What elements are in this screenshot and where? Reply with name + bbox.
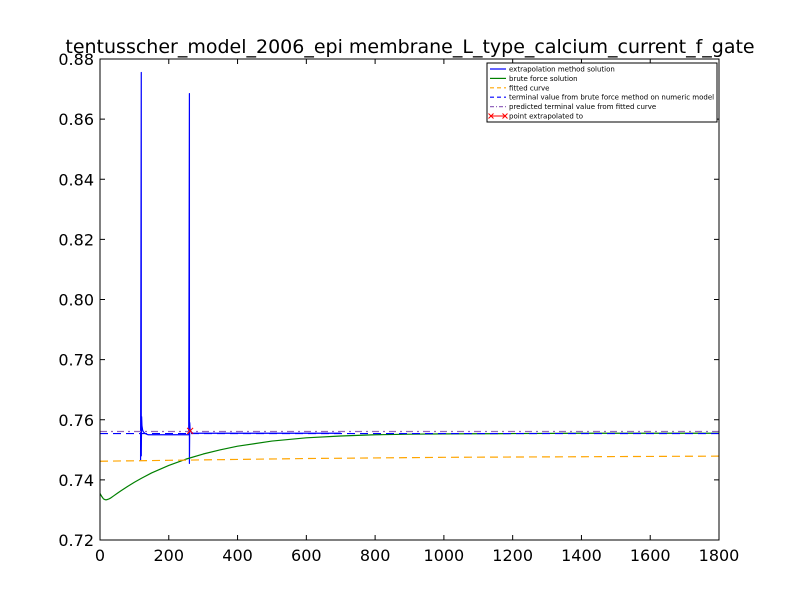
legend-label-0: extrapolation method solution xyxy=(509,66,615,74)
chart-title: tentusscher_model_2006_epi membrane_L_ty… xyxy=(65,36,754,58)
y-tick-label-7: 0.86 xyxy=(58,110,94,129)
legend-marker-5-1 xyxy=(502,113,508,119)
legend-label-2: fitted curve xyxy=(509,84,550,92)
x-tick-label-3: 600 xyxy=(291,546,322,565)
legend-box xyxy=(486,62,718,123)
x-tick-label-5: 1000 xyxy=(424,546,465,565)
legend-label-3: terminal value from brute force method o… xyxy=(509,94,714,102)
x-tick-label-9: 1800 xyxy=(699,546,740,565)
y-tick-label-1: 0.74 xyxy=(58,471,94,490)
series-line-0 xyxy=(139,71,341,464)
axis-ticks: 0 200 400 600 800 1000 1200 1400 1600 1800 0.72 0.7… xyxy=(58,50,739,565)
series-layer xyxy=(100,71,719,501)
x-tick-label-0: 0 xyxy=(95,546,105,565)
y-tick-label-8: 0.88 xyxy=(58,50,94,69)
legend-marker-5-0 xyxy=(488,113,494,119)
legend-label-5: point extrapolated to xyxy=(509,113,583,121)
x-tick-label-1: 200 xyxy=(154,546,185,565)
y-tick-label-3: 0.78 xyxy=(58,351,94,370)
y-tick-label-2: 0.76 xyxy=(58,411,94,430)
legend-label-4: predicted terminal value from fitted cur… xyxy=(509,103,656,111)
y-tick-label-6: 0.84 xyxy=(58,170,94,189)
y-tick-label-0: 0.72 xyxy=(58,531,94,550)
x-tick-label-8: 1600 xyxy=(630,546,671,565)
x-tick-label-4: 800 xyxy=(360,546,391,565)
legend-label-1: brute force solution xyxy=(509,75,578,83)
series-line-1 xyxy=(100,432,719,501)
x-tick-label-2: 400 xyxy=(222,546,253,565)
y-tick-label-5: 0.82 xyxy=(58,230,94,249)
series-marker-5-0 xyxy=(186,427,194,435)
x-tick-label-6: 1200 xyxy=(492,546,533,565)
x-tick-label-7: 1400 xyxy=(561,546,602,565)
y-tick-label-4: 0.80 xyxy=(58,291,94,310)
